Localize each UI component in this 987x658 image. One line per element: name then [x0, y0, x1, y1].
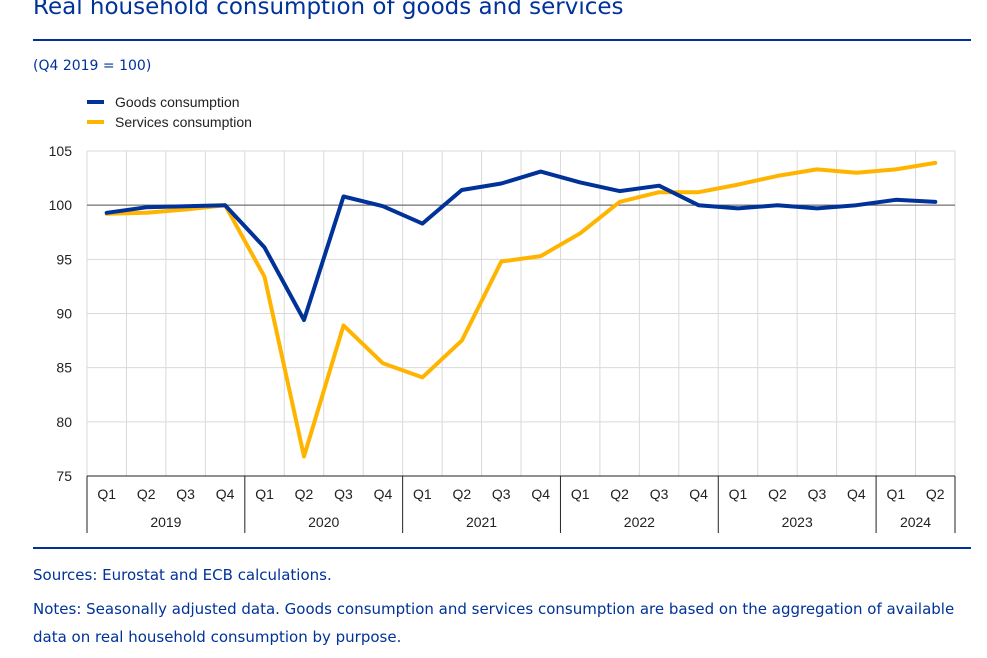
legend-swatch-services: [87, 120, 104, 124]
series-line-services: [104, 160, 938, 459]
title-rule: [33, 39, 971, 41]
line-chart: 75 80 85 90 95 100 105 Q1 Q2 Q3 Q4 Q1 Q2 Q3 Q4 Q1 Q2 Q3 Q4…: [49, 143, 956, 533]
year-label: 2023: [782, 514, 813, 530]
legend: Goods consumption Services consumption: [87, 92, 252, 132]
sources-note: Sources: Eurostat and ECB calculations.: [33, 566, 332, 584]
x-tick-label: Q3: [334, 486, 353, 502]
legend-item-services: Services consumption: [87, 112, 252, 132]
chart-title: Real household consumption of goods and …: [33, 0, 624, 20]
x-tick-label: Q1: [97, 486, 116, 502]
x-tick-label: Q3: [176, 486, 195, 502]
footer-rule: [33, 547, 971, 549]
year-label: 2021: [466, 514, 497, 530]
x-tick-label: Q2: [926, 486, 945, 502]
x-tick-label: Q1: [255, 486, 274, 502]
legend-item-goods: Goods consumption: [87, 92, 252, 112]
y-tick-label: 90: [56, 306, 72, 322]
x-tick-label: Q2: [295, 486, 314, 502]
x-tick-label: Q2: [610, 486, 629, 502]
y-tick-label: 95: [56, 251, 72, 267]
y-tick-label: 85: [56, 360, 72, 376]
year-label: 2024: [900, 514, 931, 530]
x-tick-label: Q4: [531, 486, 550, 502]
legend-label-services: Services consumption: [115, 114, 252, 130]
x-tick-label: Q3: [650, 486, 669, 502]
x-tick-label: Q2: [452, 486, 471, 502]
y-tick-label: 100: [49, 197, 73, 213]
legend-label-goods: Goods consumption: [115, 94, 240, 110]
x-tick-label: Q3: [492, 486, 511, 502]
year-label: 2019: [150, 514, 181, 530]
y-tick-label: 80: [56, 414, 72, 430]
y-tick-label: 105: [49, 143, 73, 159]
y-tick-label: 75: [56, 468, 72, 484]
chart-subtitle: (Q4 2019 = 100): [33, 58, 152, 74]
legend-swatch-goods: [87, 100, 104, 104]
x-tick-label: Q4: [374, 486, 393, 502]
x-tick-label: Q4: [216, 486, 235, 502]
x-tick-label: Q4: [847, 486, 866, 502]
x-tick-label: Q2: [768, 486, 787, 502]
x-tick-label: Q1: [886, 486, 905, 502]
year-label: 2022: [624, 514, 655, 530]
x-tick-label: Q1: [729, 486, 748, 502]
x-tick-label: Q3: [808, 486, 827, 502]
x-tick-label: Q2: [137, 486, 156, 502]
x-tick-label: Q4: [689, 486, 708, 502]
notes-text: Notes: Seasonally adjusted data. Goods c…: [33, 600, 955, 646]
year-label: 2020: [308, 514, 339, 530]
x-tick-label: Q1: [413, 486, 432, 502]
series-line-goods: [104, 169, 938, 322]
x-tick-label: Q1: [571, 486, 590, 502]
